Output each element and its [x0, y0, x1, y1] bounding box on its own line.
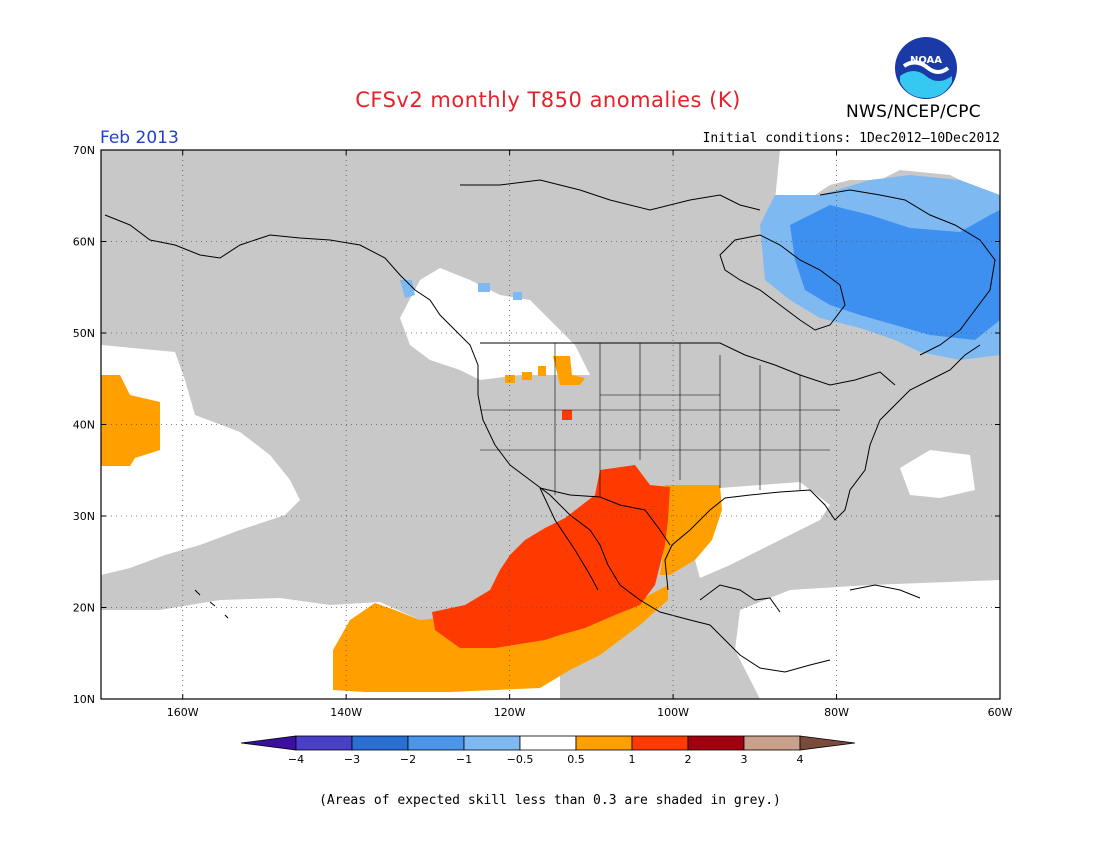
forecast-month: Feb 2013 — [100, 128, 179, 148]
chart-title: CFSv2 monthly T850 anomalies (K) — [355, 88, 741, 112]
lat-tick-label: 30N — [73, 510, 95, 523]
colorbar-box — [743, 735, 801, 751]
red-region-mexico — [432, 465, 670, 648]
coast-yucatan — [699, 584, 781, 613]
border-states — [480, 343, 840, 497]
colorbar-high-triangle — [799, 735, 856, 751]
colorbar-box — [351, 735, 409, 751]
colorbar-label: 2 — [685, 753, 692, 766]
lon-tick-label: 100W — [657, 706, 689, 719]
coast-hudson — [719, 234, 846, 331]
white-region-bc — [400, 268, 590, 380]
lat-tick-label: 60N — [73, 236, 95, 249]
map-field — [101, 150, 1000, 699]
colorbar-label: 4 — [797, 753, 804, 766]
coast-gulf — [664, 344, 981, 591]
white-region-pacific-south — [101, 598, 330, 699]
colorbar-label: −0.5 — [507, 753, 534, 766]
white-region-arctic — [775, 150, 1000, 205]
colorbar-box — [463, 735, 521, 751]
skill-note: (Areas of expected skill less than 0.3 a… — [319, 793, 781, 808]
coast-labrador — [819, 189, 996, 356]
colorbar-label: −1 — [456, 753, 472, 766]
coastlines — [104, 179, 996, 673]
white-region-gulf — [695, 482, 830, 578]
red-spot-utah — [562, 410, 572, 420]
coast-arctic — [460, 179, 761, 211]
lat-tick-label: 10N — [73, 693, 95, 706]
lon-tick-label: 120W — [494, 706, 526, 719]
colorbar-box — [407, 735, 465, 751]
white-region-atlantic — [900, 450, 975, 498]
noaa-logo: NOAA — [894, 36, 958, 100]
white-region-caribbean — [735, 580, 1000, 699]
agency-label: NWS/NCEP/CPC — [846, 102, 981, 122]
border-us-mexico — [539, 487, 671, 546]
logo-text: NOAA — [910, 55, 942, 66]
orange-region-texas — [660, 485, 722, 575]
lon-tick-label: 140W — [330, 706, 362, 719]
colorbar-label: −3 — [344, 753, 360, 766]
longitude-axis: 160W 140W 120W 100W 80W 60W — [167, 150, 1013, 719]
lat-tick-label: 40N — [73, 419, 95, 432]
lat-tick-label: 70N — [73, 144, 95, 157]
light-blue-spot-rockies — [478, 283, 522, 300]
colorbar-label: −2 — [400, 753, 416, 766]
lat-tick-label: 50N — [73, 327, 95, 340]
light-blue-spot-alaska — [400, 280, 415, 298]
colorbar-label: 0.5 — [567, 753, 585, 766]
colorbar-box — [687, 735, 745, 751]
coast-baja — [539, 487, 599, 591]
colorbar-box — [575, 735, 633, 751]
colorbar-label: 1 — [629, 753, 636, 766]
colorbar-box — [519, 735, 577, 751]
lon-tick-label: 80W — [824, 706, 849, 719]
initial-conditions: Initial conditions: 1Dec2012—10Dec2012 — [702, 131, 1000, 146]
orange-region-montana — [553, 356, 585, 385]
colorbar-label: −4 — [288, 753, 304, 766]
colorbar-box — [295, 735, 353, 751]
lat-tick-label: 20N — [73, 602, 95, 615]
lon-tick-label: 60W — [988, 706, 1013, 719]
colorbar-label: 3 — [741, 753, 748, 766]
orange-region-pacific-west — [101, 375, 160, 466]
blue-region — [790, 205, 1000, 340]
colorbar-low-triangle — [240, 735, 297, 751]
coast-alaska — [104, 214, 831, 673]
colorbar-box — [631, 735, 689, 751]
latitude-axis: 70N 60N 50N 40N 30N 20N 10N — [73, 144, 1000, 706]
coast-hawaii — [194, 589, 229, 619]
lon-tick-label: 160W — [167, 706, 199, 719]
colorbar: −4 −3 −2 −1 −0.5 0.5 1 2 3 4 — [240, 735, 856, 766]
orange-spots-idaho — [505, 366, 546, 383]
coast-cuba — [849, 584, 921, 599]
